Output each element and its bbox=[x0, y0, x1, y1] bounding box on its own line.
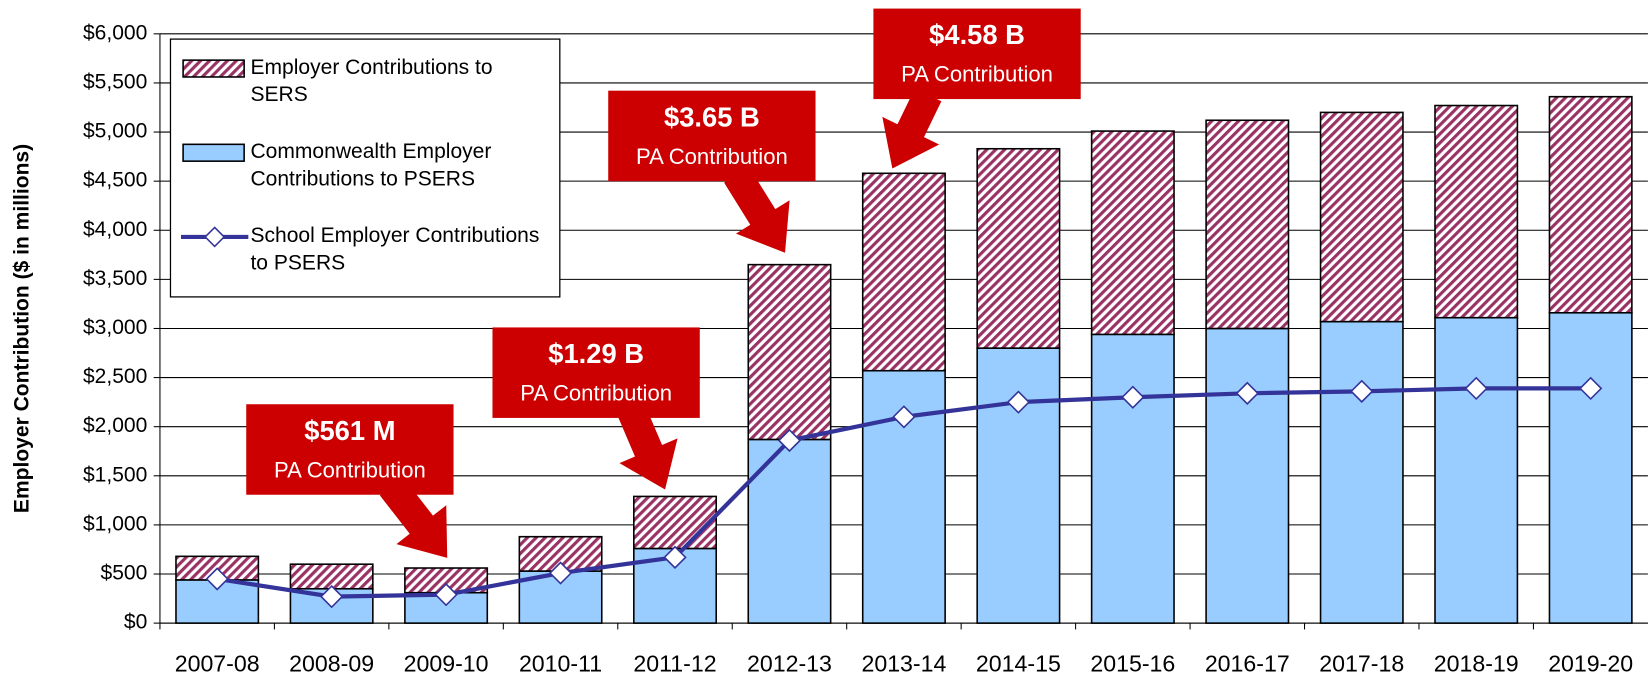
x-tick-label: 2016-17 bbox=[1205, 650, 1290, 676]
callout-value: $561 M bbox=[304, 415, 395, 446]
y-tick-label: $5,000 bbox=[83, 120, 147, 143]
y-tick-label: $2,000 bbox=[83, 414, 147, 437]
line-marker bbox=[663, 545, 687, 569]
legend-entry: School Employer Contributions to PSERS bbox=[250, 224, 540, 275]
legend-swatch bbox=[182, 143, 245, 162]
x-tick-label: 2011-12 bbox=[633, 650, 716, 676]
callout-arrow bbox=[379, 477, 448, 558]
y-tick-label: $4,500 bbox=[83, 169, 147, 192]
y-tick-label: $3,000 bbox=[83, 316, 147, 339]
bar bbox=[1548, 95, 1633, 314]
legend-label: School Employer Contributions to PSERS bbox=[250, 224, 540, 275]
bar bbox=[289, 563, 374, 590]
x-tick-label: 2010-11 bbox=[519, 650, 602, 676]
bar bbox=[1090, 333, 1175, 624]
y-tick-label: $5,500 bbox=[83, 71, 147, 94]
callout-box bbox=[608, 90, 816, 182]
legend-swatch-marker bbox=[204, 226, 226, 248]
bar bbox=[1434, 104, 1519, 319]
callout-arrow bbox=[617, 404, 678, 490]
bar bbox=[976, 347, 1061, 624]
bar bbox=[1319, 111, 1404, 323]
callout-text: PA Contribution bbox=[520, 381, 672, 406]
line-marker bbox=[1350, 379, 1374, 403]
callout-box bbox=[492, 327, 700, 418]
callout-text: PA Contribution bbox=[274, 457, 426, 482]
bar bbox=[976, 147, 1061, 349]
bar bbox=[1205, 119, 1290, 330]
line-marker bbox=[1464, 376, 1488, 401]
x-tick-label: 2009-10 bbox=[404, 650, 489, 676]
line-marker bbox=[1235, 381, 1259, 405]
line-marker bbox=[1579, 376, 1603, 401]
legend-label: Commonwealth Employer Contributions to P… bbox=[250, 140, 492, 191]
y-tick-label: $2,500 bbox=[83, 365, 147, 388]
callout-text: PA Contribution bbox=[901, 62, 1053, 87]
bar bbox=[1319, 320, 1404, 624]
legend-entry: Employer Contributions to SERS bbox=[250, 55, 493, 107]
x-tick-label: 2008-09 bbox=[289, 650, 374, 676]
bar bbox=[747, 263, 832, 441]
x-tick-label: 2019-20 bbox=[1548, 650, 1633, 676]
x-tick-label: 2017-18 bbox=[1319, 650, 1404, 676]
callout-text: PA Contribution bbox=[636, 144, 788, 169]
y-axis-label: Employer Contribution ($ in millions) bbox=[11, 144, 34, 513]
bar bbox=[1090, 130, 1175, 336]
y-tick-label: $1,000 bbox=[83, 512, 147, 535]
callout-value: $3.65 B bbox=[664, 101, 760, 132]
callout-arrow bbox=[724, 167, 790, 253]
callout-value: $4.58 B bbox=[929, 19, 1025, 50]
callout-box bbox=[246, 404, 454, 495]
x-tick-label: 2018-19 bbox=[1434, 650, 1519, 676]
y-tick-label: $6,000 bbox=[83, 21, 147, 44]
line-marker bbox=[777, 428, 802, 453]
line-marker bbox=[1121, 385, 1145, 409]
x-tick-label: 2014-15 bbox=[976, 650, 1061, 676]
legend-label: Employer Contributions to SERS bbox=[250, 55, 493, 107]
legend-box bbox=[169, 38, 561, 298]
y-tick-label: $1,500 bbox=[83, 463, 147, 486]
bar bbox=[1434, 316, 1519, 624]
y-tick-label: $4,000 bbox=[83, 218, 147, 241]
x-tick-label: 2015-16 bbox=[1090, 650, 1175, 676]
callout-value: $1.29 B bbox=[548, 338, 644, 369]
line-marker bbox=[319, 584, 344, 609]
callout-box bbox=[873, 8, 1081, 100]
bar bbox=[861, 172, 946, 372]
y-tick-label: $500 bbox=[101, 562, 148, 585]
bar bbox=[1205, 327, 1290, 624]
line-marker bbox=[892, 405, 916, 429]
line-marker bbox=[434, 582, 458, 607]
bar bbox=[633, 495, 718, 550]
x-tick-label: 2007-08 bbox=[175, 650, 260, 676]
y-tick-label: $0 bbox=[124, 611, 147, 634]
callout-arrow bbox=[882, 88, 942, 169]
x-tick-label: 2013-14 bbox=[861, 650, 946, 676]
x-tick-label: 2012-13 bbox=[747, 650, 832, 676]
y-tick-label: $3,500 bbox=[83, 267, 147, 290]
bar bbox=[1548, 311, 1633, 624]
legend-swatch bbox=[182, 59, 245, 78]
line-marker bbox=[1006, 390, 1031, 414]
line-marker bbox=[205, 567, 229, 591]
legend-entry: Commonwealth Employer Contributions to P… bbox=[250, 140, 492, 191]
line-marker bbox=[548, 561, 573, 585]
